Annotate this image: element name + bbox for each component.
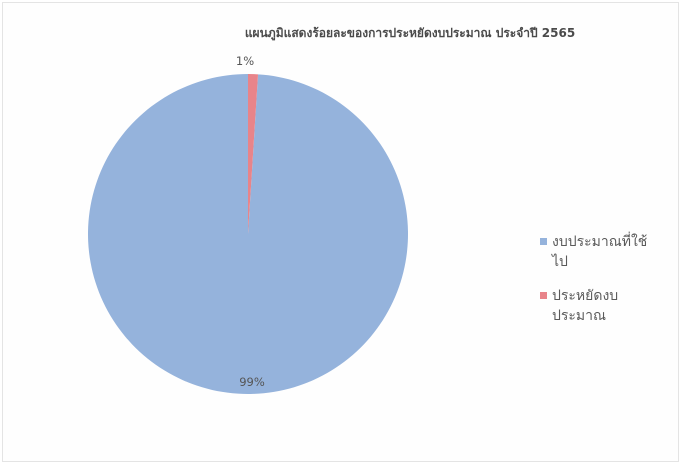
legend-label: ประหยัดงบประมาณ [552, 288, 619, 324]
pie-slice-1 [248, 74, 259, 234]
pie-slices [87, 74, 408, 394]
legend-label: งบประมาณที่ใช้ไป [552, 234, 648, 270]
legend-swatch-icon [540, 292, 547, 299]
legend: งบประมาณที่ใช้ไป ประหยัดงบประมาณ [540, 232, 680, 340]
data-label-0: 99% [239, 375, 265, 389]
pie-slice-0 [87, 74, 408, 394]
legend-item-saved-budget: ประหยัดงบประมาณ [540, 286, 680, 326]
chart-title: แผนภูมิแสดงร้อยละของการประหยัดงบประมาณ ป… [244, 26, 576, 40]
legend-swatch-icon [540, 238, 547, 245]
legend-item-used-budget: งบประมาณที่ใช้ไป [540, 232, 680, 272]
data-label-1: 1% [236, 54, 254, 68]
pie-data-labels: 99% 1% [236, 54, 265, 389]
